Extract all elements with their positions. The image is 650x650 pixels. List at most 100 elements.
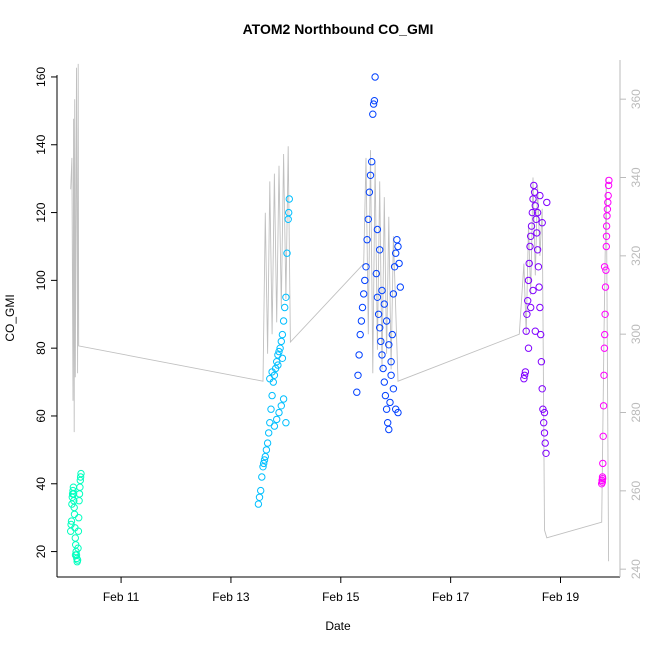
data-point (384, 419, 392, 427)
data-point (381, 391, 390, 400)
data-point (69, 490, 78, 498)
data-point (273, 358, 281, 366)
data-point (358, 303, 367, 312)
data-point (363, 236, 371, 244)
data-point (368, 158, 376, 166)
x-axis-label: Date (325, 619, 351, 633)
data-point (536, 303, 544, 312)
y-tick-label: 160 (34, 67, 48, 87)
x-tick-label: Feb 17 (432, 590, 470, 604)
data-point (69, 486, 77, 495)
data-point (77, 469, 85, 478)
data-point (278, 330, 287, 339)
data-point (379, 364, 387, 373)
data-point (284, 215, 292, 224)
data-point (529, 195, 537, 203)
data-point (601, 283, 610, 291)
data-point (520, 371, 529, 379)
data-point (522, 327, 530, 335)
data-point (277, 337, 285, 346)
data-point (71, 551, 80, 559)
y2-tick-label: 280 (629, 402, 643, 422)
data-point (67, 527, 75, 535)
y-tick-label: 80 (34, 341, 48, 355)
data-point (537, 330, 545, 339)
data-point (71, 534, 80, 542)
data-point (392, 249, 400, 257)
data-point (369, 110, 377, 118)
data-point (277, 402, 285, 410)
data-point (604, 181, 613, 190)
y-axis-label: CO_GMI (3, 294, 17, 341)
data-point (538, 385, 546, 393)
data-point (520, 375, 528, 383)
data-point (602, 266, 610, 274)
secondary-line-series (70, 63, 610, 562)
data-point (279, 395, 288, 403)
data-point (521, 368, 530, 376)
data-point (535, 283, 543, 291)
data-point (529, 286, 537, 295)
y2-tick-label: 260 (629, 481, 643, 501)
data-point (386, 398, 394, 407)
data-point (274, 361, 282, 369)
data-point (600, 371, 608, 379)
data-point (365, 188, 374, 196)
data-point (263, 439, 272, 447)
data-point (380, 300, 388, 308)
data-point (356, 330, 364, 339)
data-point (374, 310, 383, 318)
data-point (268, 391, 276, 400)
y-tick-label: 140 (34, 134, 48, 154)
x-tick-label: Feb 13 (212, 590, 250, 604)
data-point (376, 324, 384, 332)
data-point (526, 242, 534, 251)
data-point (393, 236, 401, 244)
data-point (605, 176, 613, 185)
data-point (533, 246, 542, 254)
data-point (268, 368, 276, 376)
data-point (598, 478, 606, 486)
data-point (599, 402, 608, 410)
data-point (603, 205, 612, 213)
data-point (278, 354, 287, 362)
data-point (378, 351, 386, 359)
data-point (600, 263, 609, 271)
data-point (538, 219, 546, 227)
data-point (382, 317, 391, 325)
data-point (537, 358, 546, 366)
data-point (260, 459, 268, 468)
data-point (283, 249, 291, 257)
data-point (533, 229, 541, 237)
data-point (530, 181, 538, 190)
data-point (540, 429, 549, 437)
data-point (539, 405, 547, 413)
y-tick-label: 40 (34, 477, 48, 491)
data-point (372, 269, 380, 278)
data-point (385, 425, 393, 434)
data-point (528, 208, 536, 217)
data-point (285, 195, 293, 203)
data-point (536, 191, 544, 200)
data-point (523, 310, 531, 318)
y-tick-label: 120 (34, 202, 48, 222)
data-point (376, 246, 384, 254)
data-point (282, 419, 290, 427)
data-point (603, 212, 611, 220)
data-point (265, 429, 273, 437)
data-point (275, 408, 283, 417)
data-point (599, 432, 607, 440)
data-point (262, 446, 271, 454)
data-point (361, 276, 369, 285)
x-tick-label: Feb 19 (542, 590, 580, 604)
data-point (275, 347, 283, 356)
data-point (378, 286, 386, 295)
y2-tick-label: 300 (629, 324, 643, 344)
data-point (377, 337, 385, 346)
data-point (527, 303, 535, 312)
data-point (542, 449, 550, 457)
data-point (364, 215, 372, 224)
data-point (540, 408, 549, 417)
data-point (533, 208, 542, 217)
